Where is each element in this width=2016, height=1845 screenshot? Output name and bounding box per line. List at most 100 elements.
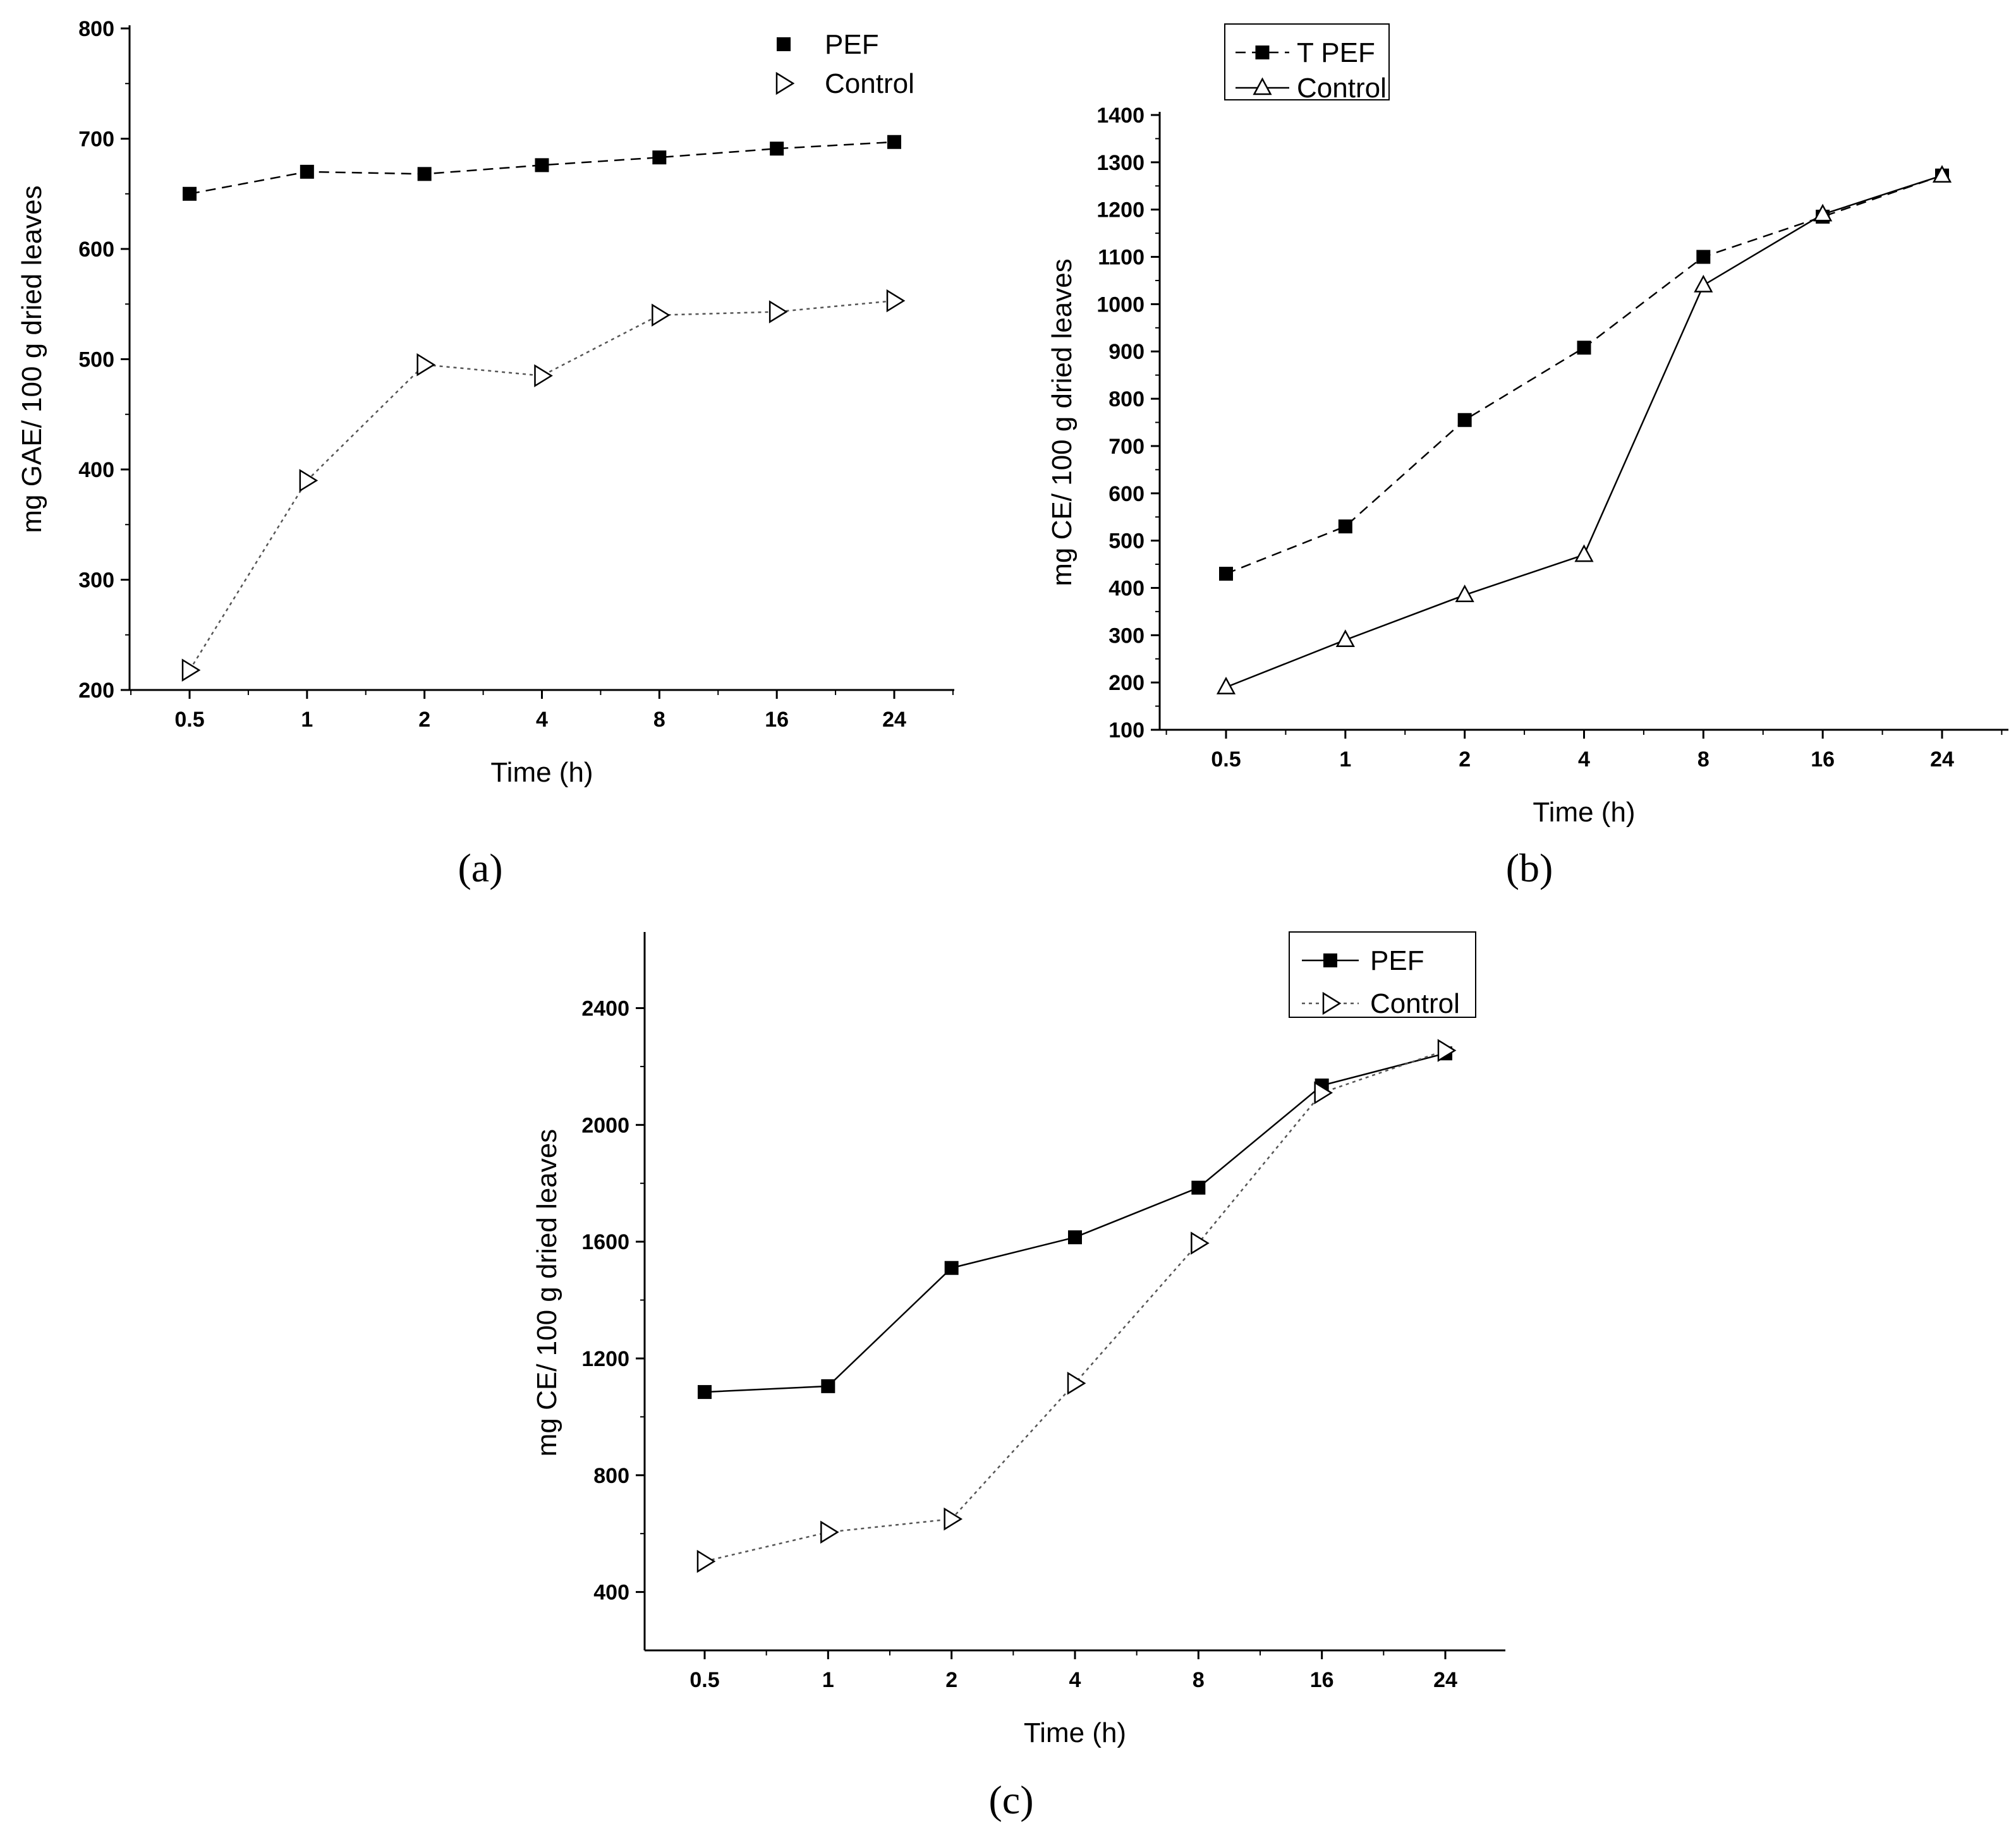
y-tick-label: 1600 <box>581 1230 629 1254</box>
x-tick-label: 0.5 <box>689 1668 719 1692</box>
data-point-control <box>944 1507 963 1531</box>
y-axis-title: mg CE/ 100 g dried leaves <box>1047 258 1078 586</box>
data-point-control <box>1067 1371 1086 1395</box>
legend-marker <box>775 71 795 95</box>
x-axis-title: Time (h) <box>490 757 593 788</box>
x-tick-label: 2 <box>1459 747 1471 771</box>
data-point-pef <box>1068 1230 1082 1245</box>
series-line-control <box>1225 174 1943 688</box>
y-tick-label: 700 <box>1108 435 1145 459</box>
y-tick-label: 400 <box>1108 576 1145 600</box>
x-tick-label: 1 <box>301 708 313 732</box>
series-line-t-pef <box>1225 174 1943 575</box>
data-point-control <box>652 303 671 327</box>
data-point-t-pef <box>1219 567 1233 581</box>
y-tick-label: 600 <box>1108 482 1145 506</box>
legend-label: PEF <box>1370 945 1424 976</box>
y-tick-label: 1400 <box>1096 104 1145 128</box>
legend-marker <box>777 37 791 51</box>
legend-label: Control <box>825 68 914 99</box>
data-point-t-pef <box>1457 413 1472 427</box>
data-point-pef <box>944 1261 959 1275</box>
data-point-control <box>416 353 436 377</box>
data-point-pef <box>887 135 901 149</box>
y-tick-label: 800 <box>78 17 114 41</box>
x-tick-label: 2 <box>418 708 430 732</box>
y-tick-label: 1100 <box>1098 246 1145 270</box>
x-tick-label: 16 <box>1310 1668 1334 1692</box>
y-tick-label: 400 <box>593 1581 629 1605</box>
y-tick-label: 200 <box>1108 671 1145 695</box>
panel-label: (a) <box>458 845 502 890</box>
legend-marker <box>1255 45 1270 59</box>
y-tick-label: 100 <box>1108 718 1145 742</box>
data-point-control <box>1813 203 1833 222</box>
y-axis-title: mg GAE/ 100 g dried leaves <box>16 185 47 533</box>
series-line-control <box>704 1050 1446 1563</box>
y-axis-title: mg CE/ 100 g dried leaves <box>531 1129 562 1457</box>
data-point-control <box>1694 274 1713 293</box>
series-line-pef <box>704 1052 1446 1393</box>
y-tick-label: 400 <box>78 458 114 482</box>
data-point-control <box>1437 1039 1457 1062</box>
x-tick-label: 24 <box>1433 1668 1457 1692</box>
data-point-control <box>768 300 788 324</box>
data-point-control <box>1574 544 1594 562</box>
y-tick-label: 800 <box>593 1464 629 1488</box>
x-tick-label: 8 <box>1697 747 1709 771</box>
y-tick-label: 1200 <box>581 1347 629 1371</box>
panel-label: (c) <box>988 1777 1033 1822</box>
data-point-pef <box>183 186 197 201</box>
panel-label: (b) <box>1506 845 1553 890</box>
data-point-pef <box>417 167 432 181</box>
x-tick-label: 8 <box>1193 1668 1205 1692</box>
x-tick-label: 0.5 <box>1211 747 1241 771</box>
y-tick-label: 800 <box>1108 387 1145 411</box>
data-point-pef <box>652 150 667 165</box>
y-tick-label: 300 <box>1108 624 1145 648</box>
legend-label: Control <box>1297 73 1387 104</box>
chart-panel-b: 100 200 300 400 500 600 700 800 900 1000 1100 1200 1… <box>1047 23 2008 890</box>
data-point-pef <box>300 164 314 179</box>
y-tick-label: 700 <box>78 128 114 152</box>
y-tick-label: 200 <box>78 679 114 703</box>
y-tick-label: 2400 <box>581 997 629 1021</box>
y-tick-label: 1200 <box>1096 198 1145 222</box>
data-point-t-pef <box>1696 250 1711 264</box>
x-tick-label: 0.5 <box>174 708 204 732</box>
data-point-control <box>886 289 906 313</box>
x-tick-label: 2 <box>945 1668 957 1692</box>
y-tick-label: 1000 <box>1096 293 1145 317</box>
data-point-control <box>1314 1081 1333 1104</box>
data-point-pef <box>698 1385 712 1400</box>
legend-label: Control <box>1370 988 1460 1019</box>
x-tick-label: 8 <box>653 708 665 732</box>
data-point-control <box>534 364 553 387</box>
data-point-pef <box>1191 1180 1206 1195</box>
data-point-control <box>1455 584 1474 602</box>
data-point-control <box>1216 677 1236 694</box>
data-point-control <box>299 469 319 492</box>
y-tick-label: 500 <box>1108 529 1145 554</box>
legend-box <box>1289 931 1476 1018</box>
x-tick-label: 4 <box>1578 747 1590 771</box>
y-tick-label: 600 <box>78 238 114 262</box>
data-point-control <box>696 1549 716 1573</box>
data-point-control <box>181 658 201 682</box>
data-point-pef <box>535 158 549 172</box>
x-axis-title: Time (h) <box>1024 1717 1126 1748</box>
y-tick-label: 500 <box>78 348 114 372</box>
x-tick-label: 4 <box>536 708 548 732</box>
data-point-pef <box>821 1379 835 1393</box>
legend-label: PEF <box>825 29 879 60</box>
x-tick-label: 16 <box>1811 747 1835 771</box>
x-tick-label: 1 <box>822 1668 834 1692</box>
data-point-control <box>1335 629 1355 648</box>
data-point-control <box>1932 165 1952 183</box>
x-tick-label: 24 <box>882 708 906 732</box>
y-tick-label: 300 <box>78 569 114 593</box>
y-tick-label: 900 <box>1108 340 1145 364</box>
x-tick-label: 16 <box>765 708 789 732</box>
data-point-control <box>1191 1231 1210 1255</box>
